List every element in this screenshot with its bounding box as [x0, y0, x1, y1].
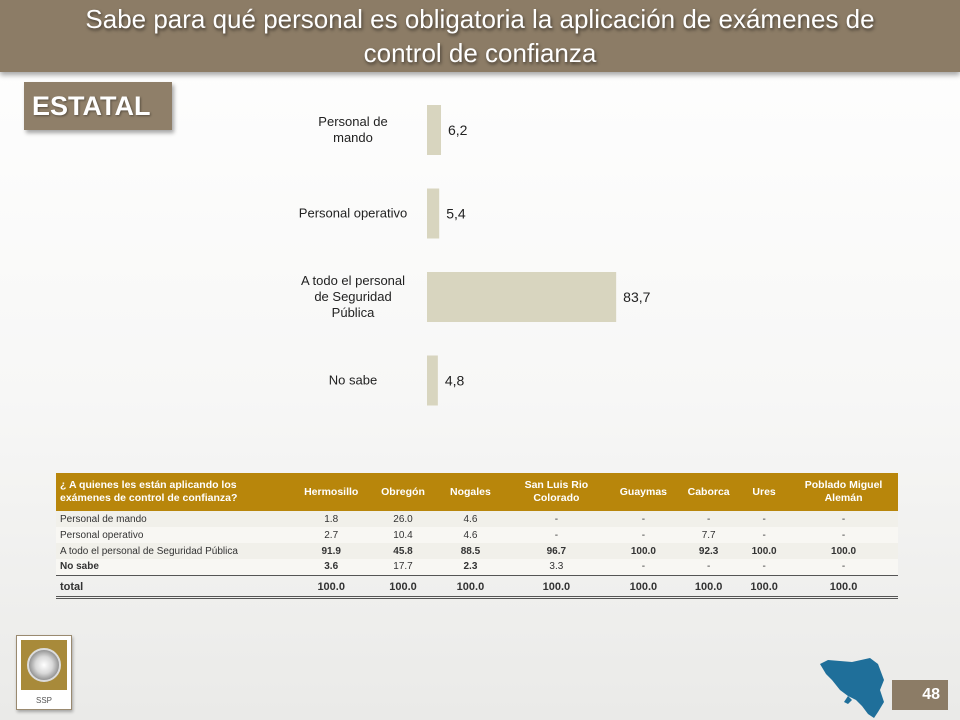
table-cell: 17.7: [369, 559, 437, 575]
table-cell: 4.6: [436, 527, 505, 543]
total-cell: 100.0: [293, 574, 370, 599]
bar-0: [427, 105, 442, 155]
table-cell: 100.0: [789, 543, 898, 559]
table-cell: 3.6: [293, 559, 370, 575]
table-cell: -: [739, 527, 790, 543]
row-label: Personal operativo: [56, 527, 294, 543]
row-label: Personal de mando: [56, 511, 294, 527]
bar-chart: 6,2 Personal de mando 5,4 Personal operativo…: [299, 105, 651, 406]
table-cell: -: [789, 511, 898, 527]
row-label: A todo el personal de Seguridad Pública: [56, 543, 294, 559]
table-cell: -: [608, 511, 679, 527]
value-label-1: 5,4: [446, 206, 466, 222]
table-cell: 10.4: [369, 527, 437, 543]
category-label-2: A todo el personal de Seguridad Pública: [301, 273, 405, 320]
results-table: ¿ A quienes les están aplicando los exám…: [56, 473, 898, 599]
total-cell: 100.0: [789, 574, 898, 599]
table-cell: 4.6: [436, 511, 505, 527]
table-cell: 2.7: [293, 527, 370, 543]
table-header-0: ¿ A quienes les están aplicando los exám…: [56, 473, 294, 511]
total-label: total: [56, 574, 294, 599]
table-total-row: total 100.0 100.0 100.0 100.0 100.0 100.0 100.0…: [56, 574, 898, 599]
table-cell: 100.0: [608, 543, 679, 559]
row-label: No sabe: [56, 559, 294, 575]
table-cell: -: [739, 511, 790, 527]
total-cell: 100.0: [504, 574, 609, 599]
table-cell: -: [789, 527, 898, 543]
seal-icon: [27, 648, 61, 682]
total-cell: 100.0: [369, 574, 437, 599]
category-label-0: Personal de mando: [318, 114, 387, 145]
table-cell: -: [739, 559, 790, 575]
table-row: A todo el personal de Seguridad Pública 9…: [56, 543, 898, 559]
table-cell: -: [504, 511, 609, 527]
category-label-3: No sabe: [329, 373, 377, 388]
table-cell: 1.8: [293, 511, 370, 527]
table-header-6: Caborca: [678, 473, 740, 511]
table-cell: 45.8: [369, 543, 437, 559]
value-label-3: 4,8: [445, 373, 465, 389]
table-header-7: Ures: [739, 473, 790, 511]
title-band: Sabe para qué personal es obligatoria la…: [0, 0, 960, 72]
table-cell: -: [608, 527, 679, 543]
table-cell: 3.3: [504, 559, 609, 575]
estatal-tab: ESTATAL: [24, 82, 172, 130]
ssp-logo: SSP: [16, 635, 72, 710]
table-row: Personal de mando 1.8 26.0 4.6- - - - -: [56, 511, 898, 527]
table-cell: 96.7: [504, 543, 609, 559]
table-cell: 91.9: [293, 543, 370, 559]
logo-text: SSP: [35, 696, 52, 705]
table-header-3: Nogales: [436, 473, 505, 511]
table-cell: -: [789, 559, 898, 575]
total-cell: 100.0: [739, 574, 790, 599]
table-cell: 88.5: [436, 543, 505, 559]
page-number: 48: [892, 680, 948, 710]
bar-1: [427, 188, 440, 239]
table-cell: 26.0: [369, 511, 437, 527]
table-row: Personal operativo 2.7 10.4 4.6- -7.7- -: [56, 527, 898, 543]
total-cell: 100.0: [436, 574, 505, 599]
bar-2: [427, 272, 617, 322]
total-cell: 100.0: [608, 574, 679, 599]
table-cell: -: [504, 527, 609, 543]
category-label-1: Personal operativo: [299, 206, 407, 221]
sonora-map-icon: [820, 658, 884, 718]
table-header-row: ¿ A quienes les están aplicando los exám…: [56, 473, 898, 511]
table-row: No sabe 3.6 17.7 2.3 3.3- - - -: [56, 559, 898, 575]
table-cell: 2.3: [436, 559, 505, 575]
total-cell: 100.0: [678, 574, 740, 599]
table-cell: -: [608, 559, 679, 575]
table-header-5: Guaymas: [608, 473, 679, 511]
table-header-2: Obregón: [369, 473, 437, 511]
table-cell: -: [678, 559, 740, 575]
table-cell: 100.0: [739, 543, 790, 559]
page-title: Sabe para qué personal es obligatoria la…: [85, 4, 875, 68]
value-label-2: 83,7: [623, 289, 650, 305]
logo-emblem: [21, 640, 67, 690]
bar-3: [427, 355, 438, 406]
results-table-container: ¿ A quienes les están aplicando los exám…: [56, 473, 898, 599]
table-header-4: San Luis Rio Colorado: [504, 473, 609, 511]
table-cell: -: [678, 511, 740, 527]
table-header-8: Poblado Miguel Alemán: [789, 473, 898, 511]
table-cell: 7.7: [678, 527, 740, 543]
table-header-1: Hermosillo: [293, 473, 370, 511]
table-cell: 92.3: [678, 543, 740, 559]
value-label-0: 6,2: [448, 122, 468, 138]
